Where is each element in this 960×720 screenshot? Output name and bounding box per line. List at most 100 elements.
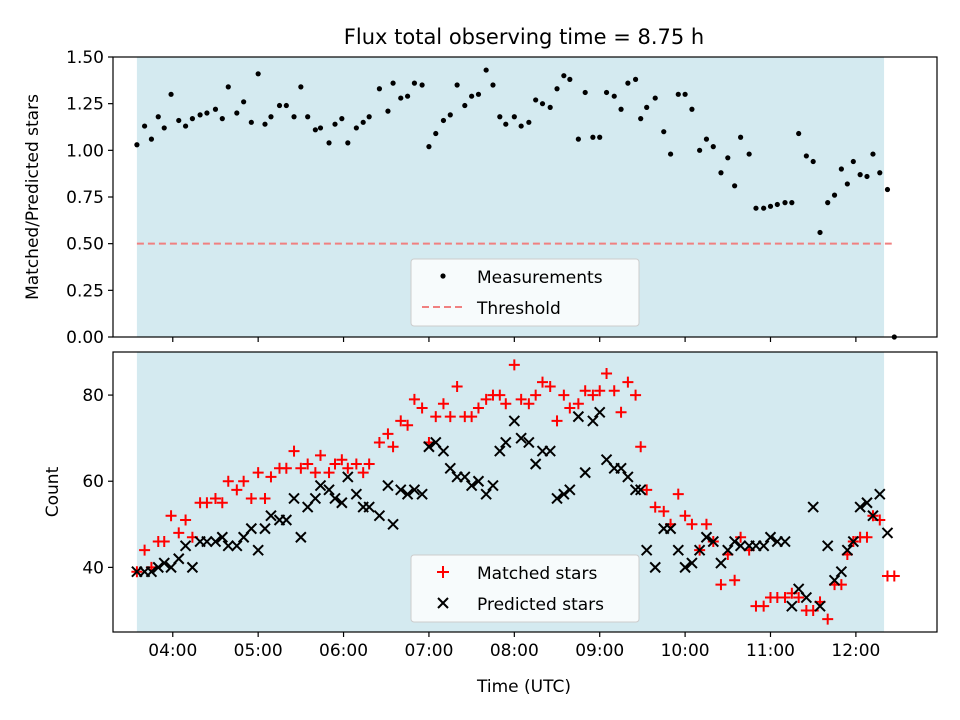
matched-star-point: [672, 488, 684, 500]
predicted-star-point: [245, 522, 258, 535]
predicted-star-point: [437, 445, 450, 457]
predicted-star-point: [664, 522, 677, 535]
predicted-star-point: [615, 462, 627, 475]
measurement-point: [404, 93, 411, 99]
predicted-star-point: [622, 471, 634, 483]
measurement-point: [283, 102, 289, 109]
predicted-star-point: [707, 535, 719, 548]
predicted-star-point: [382, 479, 394, 492]
predicted-star-point: [786, 600, 798, 612]
measurement-point: [618, 106, 624, 112]
measurement-point: [697, 147, 703, 153]
matched-star-point: [729, 574, 741, 586]
predicted-star-point: [629, 484, 642, 496]
measurement-point: [189, 116, 196, 122]
predicted-star-point: [222, 540, 234, 552]
predicted-star-point: [465, 479, 478, 492]
predicted-star-point: [329, 492, 341, 505]
predicted-star-point: [472, 475, 485, 487]
measurement-point: [603, 89, 610, 96]
measurement-point: [857, 172, 863, 178]
matched-star-point: [466, 411, 478, 423]
matched-star-point: [430, 411, 442, 423]
predicted-star-point: [173, 553, 185, 565]
measurement-point: [454, 82, 460, 88]
measurement-point: [345, 140, 351, 146]
top-legend-box: [410, 258, 640, 327]
matched-star-point: [139, 544, 151, 556]
matched-star-point: [280, 462, 292, 474]
predicted-star-point: [231, 540, 243, 552]
measurement-point: [312, 127, 318, 133]
matched-star-point: [444, 411, 456, 423]
measurement-point: [305, 114, 311, 120]
top-y-tick-label: 0.00: [66, 328, 104, 348]
chart-title: Flux total observing time = 8.75 h: [344, 25, 704, 49]
measurement-point: [703, 136, 710, 142]
measurement-point: [782, 200, 788, 206]
predicted-star-point: [152, 561, 164, 574]
predicted-star-point: [779, 535, 791, 548]
predicted-star-point: [734, 540, 747, 552]
measurement-point: [262, 121, 268, 127]
measurement-point: [212, 106, 219, 112]
measurement-point: [682, 91, 688, 97]
measurement-point: [526, 119, 532, 125]
measurement-point: [652, 95, 658, 101]
matched-star-point: [265, 471, 277, 483]
measurement-point: [632, 76, 639, 82]
x-axis-label: Time (UTC): [476, 677, 571, 697]
measurement-point: [234, 110, 240, 116]
measurement-point: [161, 125, 167, 131]
predicted-star-point: [515, 432, 527, 444]
predicted-star-point: [350, 488, 363, 500]
predicted-star-point: [508, 415, 521, 427]
predicted-star-point: [594, 406, 606, 419]
top-y-tick-label: 1.25: [66, 95, 104, 115]
bottom-y-tick-label: 80: [82, 386, 104, 406]
measurement-point: [850, 158, 856, 165]
predicted-star-point: [564, 484, 576, 496]
x-tick-label: 10:00: [661, 641, 710, 661]
predicted-star-point: [423, 441, 435, 453]
predicted-star-point: [757, 540, 770, 552]
matched-star-point: [500, 398, 512, 410]
measurement-point: [877, 170, 883, 176]
matched-star-point: [350, 458, 362, 470]
measurement-point: [825, 200, 831, 206]
x-tick-label: 06:00: [319, 641, 368, 661]
predicted-star-point: [634, 484, 647, 496]
predicted-star-point: [841, 544, 854, 556]
matched-star-point: [323, 467, 335, 479]
measurement-point: [148, 136, 155, 142]
matched-star-point: [288, 445, 300, 457]
measurement-point: [483, 67, 489, 73]
predicted-star-point: [487, 479, 499, 492]
measurement-point: [182, 123, 189, 129]
predicted-star-point: [764, 531, 777, 543]
measurement-point: [774, 201, 780, 208]
matched-star-point: [572, 398, 584, 410]
matched-star-point: [861, 531, 873, 543]
measurement-point: [710, 144, 716, 150]
measurement-point: [539, 101, 546, 107]
matched-star-point: [309, 467, 321, 479]
bottom-y-tick-label: 60: [82, 472, 104, 492]
matched-star-point: [402, 419, 414, 431]
measurement-point: [390, 80, 396, 86]
matched-star-point: [295, 462, 307, 474]
measurement-point: [838, 166, 844, 172]
predicted-star-point: [523, 436, 535, 449]
predicted-star-point: [259, 522, 271, 535]
predicted-star-point: [500, 436, 512, 449]
predicted-star-point: [544, 445, 556, 457]
matched-star-point: [382, 428, 394, 440]
predicted-star-point: [828, 574, 841, 587]
measurement-point: [567, 76, 573, 82]
legend-predicted-label: Predicted stars: [477, 595, 604, 615]
top-legend: Measurements Threshold: [410, 258, 640, 327]
bottom-legend-box: [410, 554, 640, 623]
measurement-point: [366, 114, 372, 120]
measurement-point: [661, 129, 667, 135]
